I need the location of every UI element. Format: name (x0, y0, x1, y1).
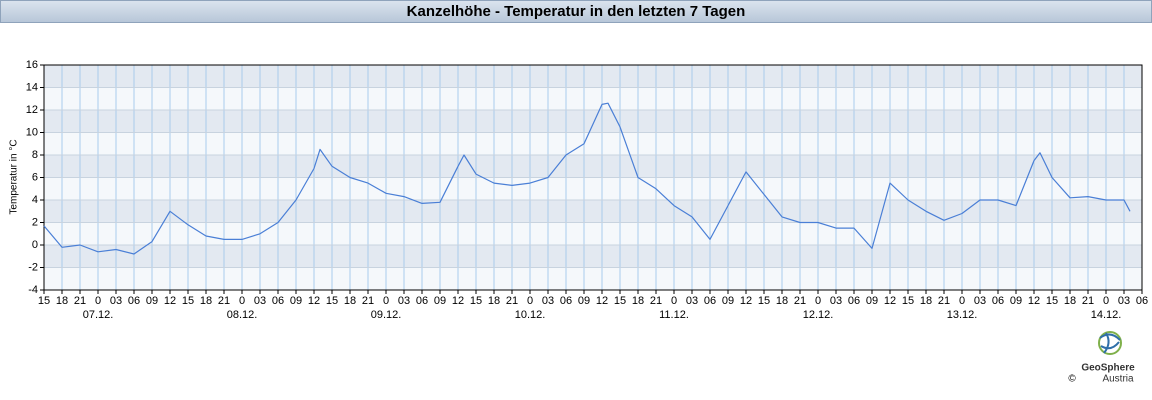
y-tick-label: 14 (26, 81, 38, 93)
y-tick-label: -4 (28, 284, 38, 296)
x-tick-label: 12 (884, 295, 896, 307)
temperature-line (43, 102, 1131, 255)
y-tick-label: 6 (32, 171, 38, 183)
credit-country: Austria (1102, 374, 1134, 385)
date-label: 09.12. (371, 309, 402, 321)
x-tick-label: 09 (290, 295, 302, 307)
x-tick-label: 18 (920, 295, 932, 307)
x-tick-label: 03 (830, 295, 842, 307)
x-tick-label: 15 (1046, 295, 1058, 307)
x-tick-label: 06 (704, 295, 716, 307)
x-tick-label: 12 (164, 295, 176, 307)
x-tick-label: 18 (1064, 295, 1076, 307)
x-tick-label: 0 (527, 295, 533, 307)
x-tick-label: 0 (239, 295, 245, 307)
date-label: 07.12. (83, 309, 114, 321)
x-tick-label: 03 (686, 295, 698, 307)
y-tick-label: 16 (26, 59, 38, 71)
x-tick-label: 03 (974, 295, 986, 307)
x-tick-label: 12 (1028, 295, 1040, 307)
x-tick-label: 12 (740, 295, 752, 307)
x-tick-label: 09 (434, 295, 446, 307)
x-tick-label: 18 (200, 295, 212, 307)
x-tick-label: 12 (308, 295, 320, 307)
chart-title: Kanzelhöhe - Temperatur in den letzten 7… (407, 3, 746, 20)
x-tick-label: 21 (1082, 295, 1094, 307)
logo (1098, 331, 1122, 355)
x-tick-label: 06 (848, 295, 860, 307)
y-tick-label: 10 (26, 126, 38, 138)
y-tick-label: 2 (32, 216, 38, 228)
x-tick-label: 15 (902, 295, 914, 307)
date-label: 12.12. (803, 309, 834, 321)
x-tick-label: 0 (383, 295, 389, 307)
x-tick-label: 18 (776, 295, 788, 307)
x-tick-label: 09 (146, 295, 158, 307)
x-tick-label: 09 (578, 295, 590, 307)
band (44, 245, 1142, 268)
x-tick-label: 03 (542, 295, 554, 307)
x-tick-label: 03 (398, 295, 410, 307)
x-tick-label: 06 (992, 295, 1004, 307)
x-tick-label: 15 (182, 295, 194, 307)
x-tick-label: 03 (254, 295, 266, 307)
credit-copyright: © (1068, 374, 1076, 385)
x-tick-label: 12 (596, 295, 608, 307)
x-tick-label: 09 (722, 295, 734, 307)
date-label: 14.12. (1091, 309, 1122, 321)
x-tick-label: 21 (74, 295, 86, 307)
x-tick-label: 03 (1118, 295, 1130, 307)
x-tick-label: 15 (38, 295, 50, 307)
x-tick-label: 06 (416, 295, 428, 307)
x-tick-label: 21 (650, 295, 662, 307)
y-tick-label: 0 (32, 239, 38, 251)
x-tick-label: 15 (326, 295, 338, 307)
x-tick-label: 06 (560, 295, 572, 307)
x-tick-label: 0 (815, 295, 821, 307)
date-label: 13.12. (947, 309, 978, 321)
band (44, 110, 1142, 133)
x-tick-label: 21 (506, 295, 518, 307)
x-tick-label: 18 (56, 295, 68, 307)
x-tick-label: 0 (671, 295, 677, 307)
band (44, 200, 1142, 223)
date-label: 10.12. (515, 309, 546, 321)
x-tick-label: 18 (632, 295, 644, 307)
plot-border (43, 64, 1143, 291)
x-tick-label: 0 (95, 295, 101, 307)
x-tick-label: 18 (344, 295, 356, 307)
y-tick-label: 8 (32, 149, 38, 161)
y-tick-label: 12 (26, 104, 38, 116)
x-tick-label: 15 (758, 295, 770, 307)
x-tick-label: 21 (362, 295, 374, 307)
date-label: 11.12. (659, 309, 689, 321)
date-label: 08.12. (227, 309, 258, 321)
x-tick-label: 21 (794, 295, 806, 307)
x-tick-label: 15 (614, 295, 626, 307)
y-tick-label: 4 (32, 194, 38, 206)
x-tick-label: 18 (488, 295, 500, 307)
band (44, 65, 1142, 88)
x-tick-label: 21 (218, 295, 230, 307)
x-tick-label: 06 (1136, 295, 1148, 307)
x-tick-label: 06 (272, 295, 284, 307)
y-axis-label: Temperatur in °C (9, 139, 20, 214)
x-tick-label: 03 (110, 295, 122, 307)
credit-name: GeoSphere (1081, 363, 1135, 374)
x-tick-label: 09 (1010, 295, 1022, 307)
x-tick-label: 12 (452, 295, 464, 307)
x-tick-label: 06 (128, 295, 140, 307)
x-tick-label: 15 (470, 295, 482, 307)
band (44, 155, 1142, 178)
y-tick-label: -2 (28, 261, 38, 273)
x-tick-label: 21 (938, 295, 950, 307)
x-tick-label: 0 (959, 295, 965, 307)
x-tick-label: 0 (1103, 295, 1109, 307)
x-tick-label: 09 (866, 295, 878, 307)
